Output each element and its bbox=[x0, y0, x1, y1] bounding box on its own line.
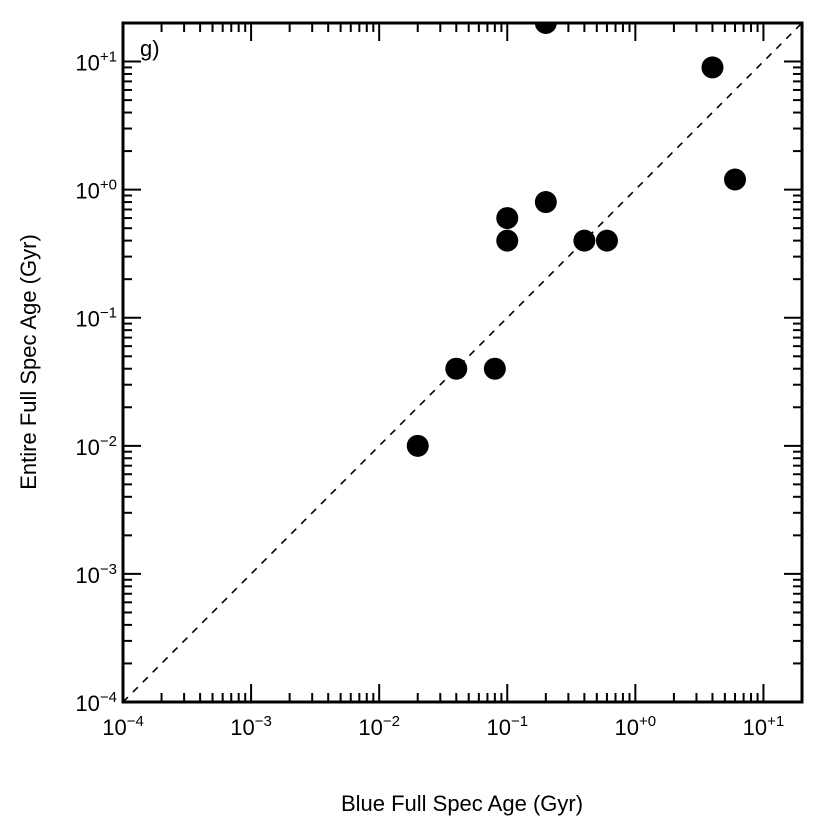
data-point bbox=[534, 191, 557, 214]
data-point bbox=[445, 357, 468, 380]
data-point bbox=[483, 357, 506, 380]
x-tick-label: 10+1 bbox=[743, 713, 785, 740]
major-ticks bbox=[122, 23, 802, 703]
y-tick-label: 10+0 bbox=[75, 177, 117, 204]
x-tick-label: 10−2 bbox=[358, 713, 400, 740]
x-axis-title: Blue Full Spec Age (Gyr) bbox=[341, 791, 583, 816]
minor-ticks bbox=[123, 23, 802, 702]
panel-label: g) bbox=[140, 36, 160, 61]
y-axis-title: Entire Full Spec Age (Gyr) bbox=[16, 234, 41, 490]
data-point bbox=[496, 229, 519, 252]
y-tick-label: 10−2 bbox=[75, 433, 117, 460]
x-tick-label: 10+0 bbox=[615, 713, 657, 740]
data-point bbox=[573, 229, 596, 252]
data-point bbox=[595, 229, 618, 252]
x-tick-labels: 10−4 10−3 10−2 10−1 10+0 10+1 bbox=[102, 713, 784, 740]
y-tick-label: 10−4 bbox=[75, 689, 117, 716]
y-tick-label: 10−1 bbox=[75, 305, 117, 332]
y-tick-label: 10+1 bbox=[75, 49, 117, 76]
data-point bbox=[496, 207, 519, 230]
y-tick-label: 10−3 bbox=[75, 561, 117, 588]
data-points bbox=[406, 23, 747, 457]
y-tick-labels: 10−4 10−3 10−2 10−1 10+0 10+1 bbox=[75, 49, 117, 716]
x-tick-label: 10−1 bbox=[486, 713, 528, 740]
x-tick-label: 10−3 bbox=[230, 713, 272, 740]
data-point bbox=[406, 434, 429, 457]
data-point bbox=[534, 23, 557, 34]
plot-frame bbox=[121, 21, 804, 704]
data-point bbox=[701, 56, 724, 79]
data-point bbox=[724, 168, 747, 191]
x-tick-label: 10−4 bbox=[102, 713, 144, 740]
